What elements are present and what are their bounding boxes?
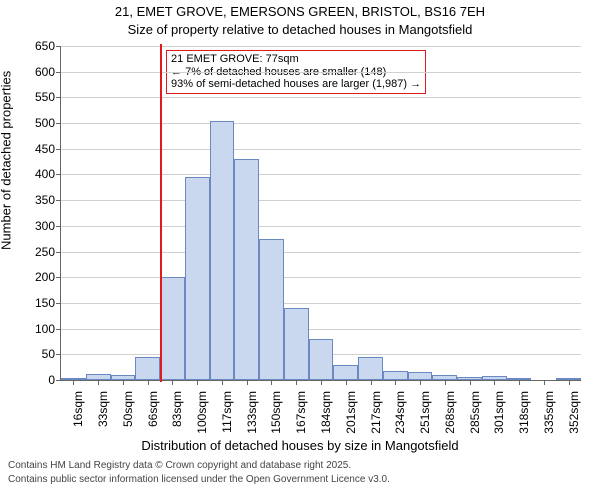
x-tick-label: 100sqm <box>195 387 209 434</box>
x-tick-label: 133sqm <box>245 387 259 434</box>
y-tick-label: 550 <box>35 90 61 104</box>
grid-line <box>61 149 581 150</box>
y-tick-label: 50 <box>42 347 61 361</box>
x-tick-label: 352sqm <box>567 387 581 434</box>
chart-title-line1: 21, EMET GROVE, EMERSONS GREEN, BRISTOL,… <box>0 4 600 19</box>
y-tick-label: 150 <box>35 296 61 310</box>
x-tick-mark <box>98 380 99 385</box>
histogram-bar <box>135 357 160 380</box>
grid-line <box>61 123 581 124</box>
x-tick-mark <box>544 380 545 385</box>
property-info-box: 21 EMET GROVE: 77sqm ← 7% of detached ho… <box>166 50 426 94</box>
x-tick-label: 251sqm <box>418 387 432 434</box>
histogram-bar <box>234 159 259 380</box>
info-line-size: 21 EMET GROVE: 77sqm <box>171 53 421 66</box>
x-tick-label: 184sqm <box>319 387 333 434</box>
footer-copyright-1: Contains HM Land Registry data © Crown c… <box>8 460 351 471</box>
y-tick-label: 500 <box>35 116 61 130</box>
x-tick-label: 117sqm <box>220 387 234 433</box>
y-tick-label: 650 <box>35 39 61 53</box>
x-tick-mark <box>197 380 198 385</box>
y-tick-label: 250 <box>35 245 61 259</box>
y-tick-label: 100 <box>35 322 61 336</box>
x-tick-mark <box>445 380 446 385</box>
x-tick-mark <box>271 380 272 385</box>
x-tick-label: 234sqm <box>393 387 407 434</box>
x-tick-mark <box>73 380 74 385</box>
y-tick-label: 600 <box>35 65 61 79</box>
x-tick-label: 217sqm <box>369 387 383 434</box>
x-tick-label: 16sqm <box>71 387 85 427</box>
x-tick-mark <box>371 380 372 385</box>
x-tick-label: 201sqm <box>344 387 358 434</box>
x-tick-mark <box>321 380 322 385</box>
x-tick-mark <box>420 380 421 385</box>
grid-line <box>61 252 581 253</box>
x-tick-mark <box>569 380 570 385</box>
property-marker-line <box>160 44 162 382</box>
x-tick-label: 268sqm <box>443 387 457 434</box>
x-tick-label: 167sqm <box>294 387 308 434</box>
x-tick-mark <box>172 380 173 385</box>
x-tick-mark <box>494 380 495 385</box>
histogram-bar <box>383 371 408 380</box>
y-tick-label: 350 <box>35 193 61 207</box>
property-size-histogram: 21, EMET GROVE, EMERSONS GREEN, BRISTOL,… <box>0 0 600 500</box>
x-tick-mark <box>519 380 520 385</box>
y-tick-label: 300 <box>35 219 61 233</box>
x-tick-label: 50sqm <box>121 387 135 427</box>
chart-title-line2: Size of property relative to detached ho… <box>0 22 600 37</box>
histogram-bar <box>185 177 210 380</box>
x-tick-mark <box>247 380 248 385</box>
grid-line <box>61 97 581 98</box>
y-tick-label: 400 <box>35 167 61 181</box>
x-tick-label: 301sqm <box>492 387 506 434</box>
grid-line <box>61 200 581 201</box>
y-axis-label: Number of detached properties <box>0 71 14 250</box>
x-tick-label: 335sqm <box>542 387 556 434</box>
histogram-bar <box>160 277 185 380</box>
x-tick-label: 150sqm <box>269 387 283 434</box>
x-tick-label: 83sqm <box>170 387 184 427</box>
x-tick-mark <box>222 380 223 385</box>
grid-line <box>61 46 581 47</box>
x-tick-mark <box>346 380 347 385</box>
histogram-bar <box>210 121 235 380</box>
histogram-bar <box>259 239 284 380</box>
histogram-bar <box>333 365 358 380</box>
y-tick-label: 0 <box>48 373 61 387</box>
grid-line <box>61 277 581 278</box>
grid-line <box>61 226 581 227</box>
histogram-bar <box>284 308 309 380</box>
x-tick-mark <box>123 380 124 385</box>
x-tick-label: 33sqm <box>96 387 110 427</box>
histogram-bar <box>358 357 383 380</box>
plot-area: 21 EMET GROVE: 77sqm ← 7% of detached ho… <box>60 46 581 381</box>
y-tick-label: 450 <box>35 142 61 156</box>
x-tick-mark <box>470 380 471 385</box>
x-tick-mark <box>395 380 396 385</box>
info-line-smaller: ← 7% of detached houses are smaller (148… <box>171 66 421 79</box>
footer-copyright-2: Contains public sector information licen… <box>8 474 390 485</box>
info-line-larger: 93% of semi-detached houses are larger (… <box>171 78 421 91</box>
x-tick-label: 318sqm <box>517 387 531 434</box>
x-tick-label: 285sqm <box>468 387 482 434</box>
x-tick-mark <box>148 380 149 385</box>
grid-line <box>61 329 581 330</box>
x-tick-label: 66sqm <box>146 387 160 427</box>
x-tick-mark <box>296 380 297 385</box>
y-tick-label: 200 <box>35 270 61 284</box>
x-axis-label: Distribution of detached houses by size … <box>0 438 600 453</box>
histogram-bar <box>309 339 334 380</box>
grid-line <box>61 303 581 304</box>
grid-line <box>61 174 581 175</box>
histogram-bar <box>408 372 433 380</box>
